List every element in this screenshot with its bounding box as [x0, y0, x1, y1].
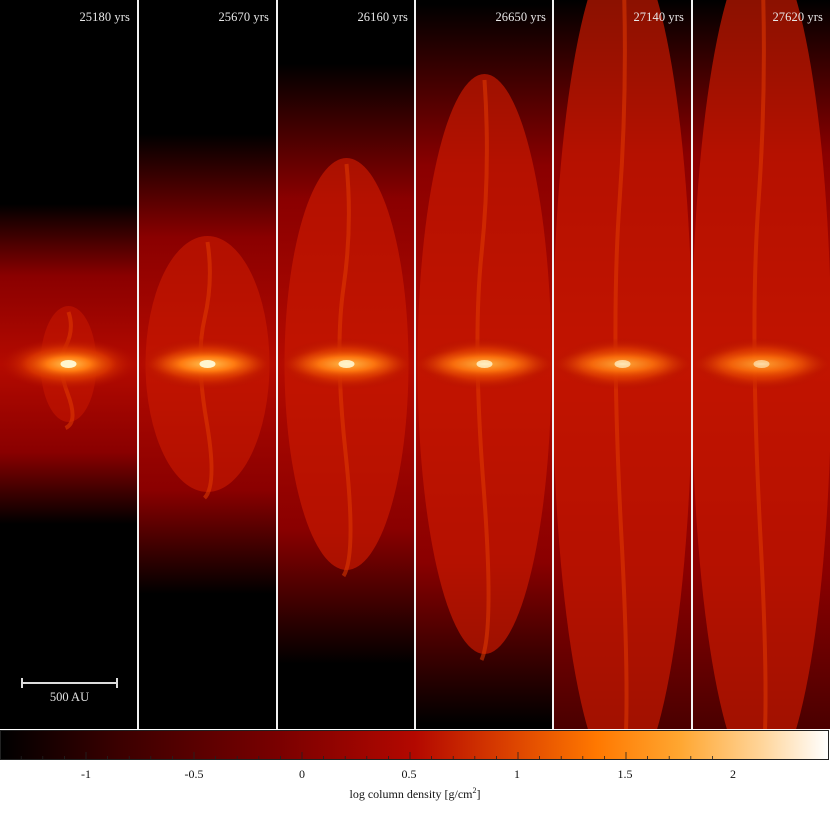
colorbar-tick-label: 0.5 — [401, 767, 417, 781]
panel-separator — [276, 0, 278, 729]
density-image — [139, 0, 276, 729]
colorbar-tick-label: 0 — [299, 767, 305, 781]
colorbar-tick-label: 2 — [730, 767, 736, 781]
panel-2: 25670 yrs — [139, 0, 276, 729]
colorbar-title-sup: 2 — [472, 786, 477, 795]
panel-time-label: 27620 yrs — [772, 10, 823, 24]
colorbar-title-main: log column density [g/cm — [349, 787, 473, 801]
panel-separator — [414, 0, 416, 729]
panel-time-label: 25180 yrs — [79, 10, 130, 24]
panel-separator — [552, 0, 554, 729]
density-image — [693, 0, 830, 729]
density-image — [416, 0, 553, 729]
colorbar — [0, 730, 829, 760]
colorbar-tick-label: 1.5 — [617, 767, 633, 781]
panel-time-label: 25670 yrs — [218, 10, 269, 24]
density-image — [278, 0, 415, 729]
panel-separator — [137, 0, 139, 729]
colorbar-title: log column density [g/cm2] — [0, 786, 830, 802]
density-image — [0, 0, 137, 729]
panel-time-label: 26650 yrs — [495, 10, 546, 24]
simulation-panels: 25180 yrs 25670 yrs 26160 yrs 26650 yrs 2714… — [0, 0, 830, 729]
panel-time-label: 27140 yrs — [633, 10, 684, 24]
panel-1: 25180 yrs — [0, 0, 137, 729]
colorbar-tick-label: 1 — [514, 767, 520, 781]
panel-6: 27620 yrs — [693, 0, 830, 729]
panel-4: 26650 yrs — [416, 0, 553, 729]
colorbar-tick-label: -0.5 — [184, 767, 204, 781]
scale-bar-label: 500 AU — [49, 690, 90, 704]
panel-5: 27140 yrs — [554, 0, 691, 729]
panel-separator — [691, 0, 693, 729]
panel-time-label: 26160 yrs — [357, 10, 408, 24]
density-image — [554, 0, 691, 729]
colorbar-tick-label: -1 — [81, 767, 91, 781]
scale-bar — [21, 678, 118, 688]
colorbar-title-end: ] — [476, 787, 481, 801]
colorbar-ticks — [20, 752, 713, 760]
panel-3: 26160 yrs — [278, 0, 415, 729]
